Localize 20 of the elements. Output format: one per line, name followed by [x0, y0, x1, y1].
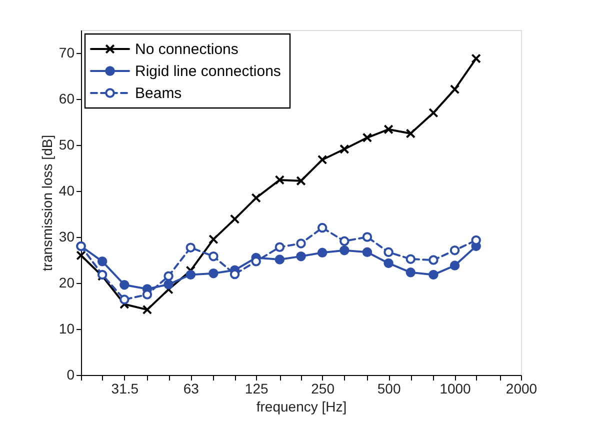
x-tick-label: 2000	[506, 380, 538, 396]
x-axis-title: frequency [Hz]	[256, 398, 347, 414]
y-tick-label: 70	[58, 44, 75, 60]
y-tick-label: 20	[58, 274, 75, 290]
legend-label: No connections	[135, 41, 238, 58]
x-tick-label: 1000	[440, 380, 472, 396]
x-tick-label: 31.5	[111, 380, 139, 396]
x-tick-label: 500	[377, 380, 401, 396]
legend-label: Beams	[135, 85, 182, 102]
y-axis-title: transmission loss [dB]	[38, 134, 55, 272]
y-tick-label: 50	[58, 136, 75, 152]
y-tick-label: 10	[58, 320, 75, 336]
x-tick-label: 125	[244, 380, 268, 396]
y-tick-label: 0	[66, 366, 75, 382]
x-tick-label: 250	[311, 380, 335, 396]
y-tick-label: 40	[58, 182, 75, 198]
x-tick-label: 63	[183, 380, 200, 396]
legend-label: Rigid line connections	[135, 63, 281, 80]
y-tick-label: 60	[58, 90, 75, 106]
y-tick-label: 30	[58, 228, 75, 244]
